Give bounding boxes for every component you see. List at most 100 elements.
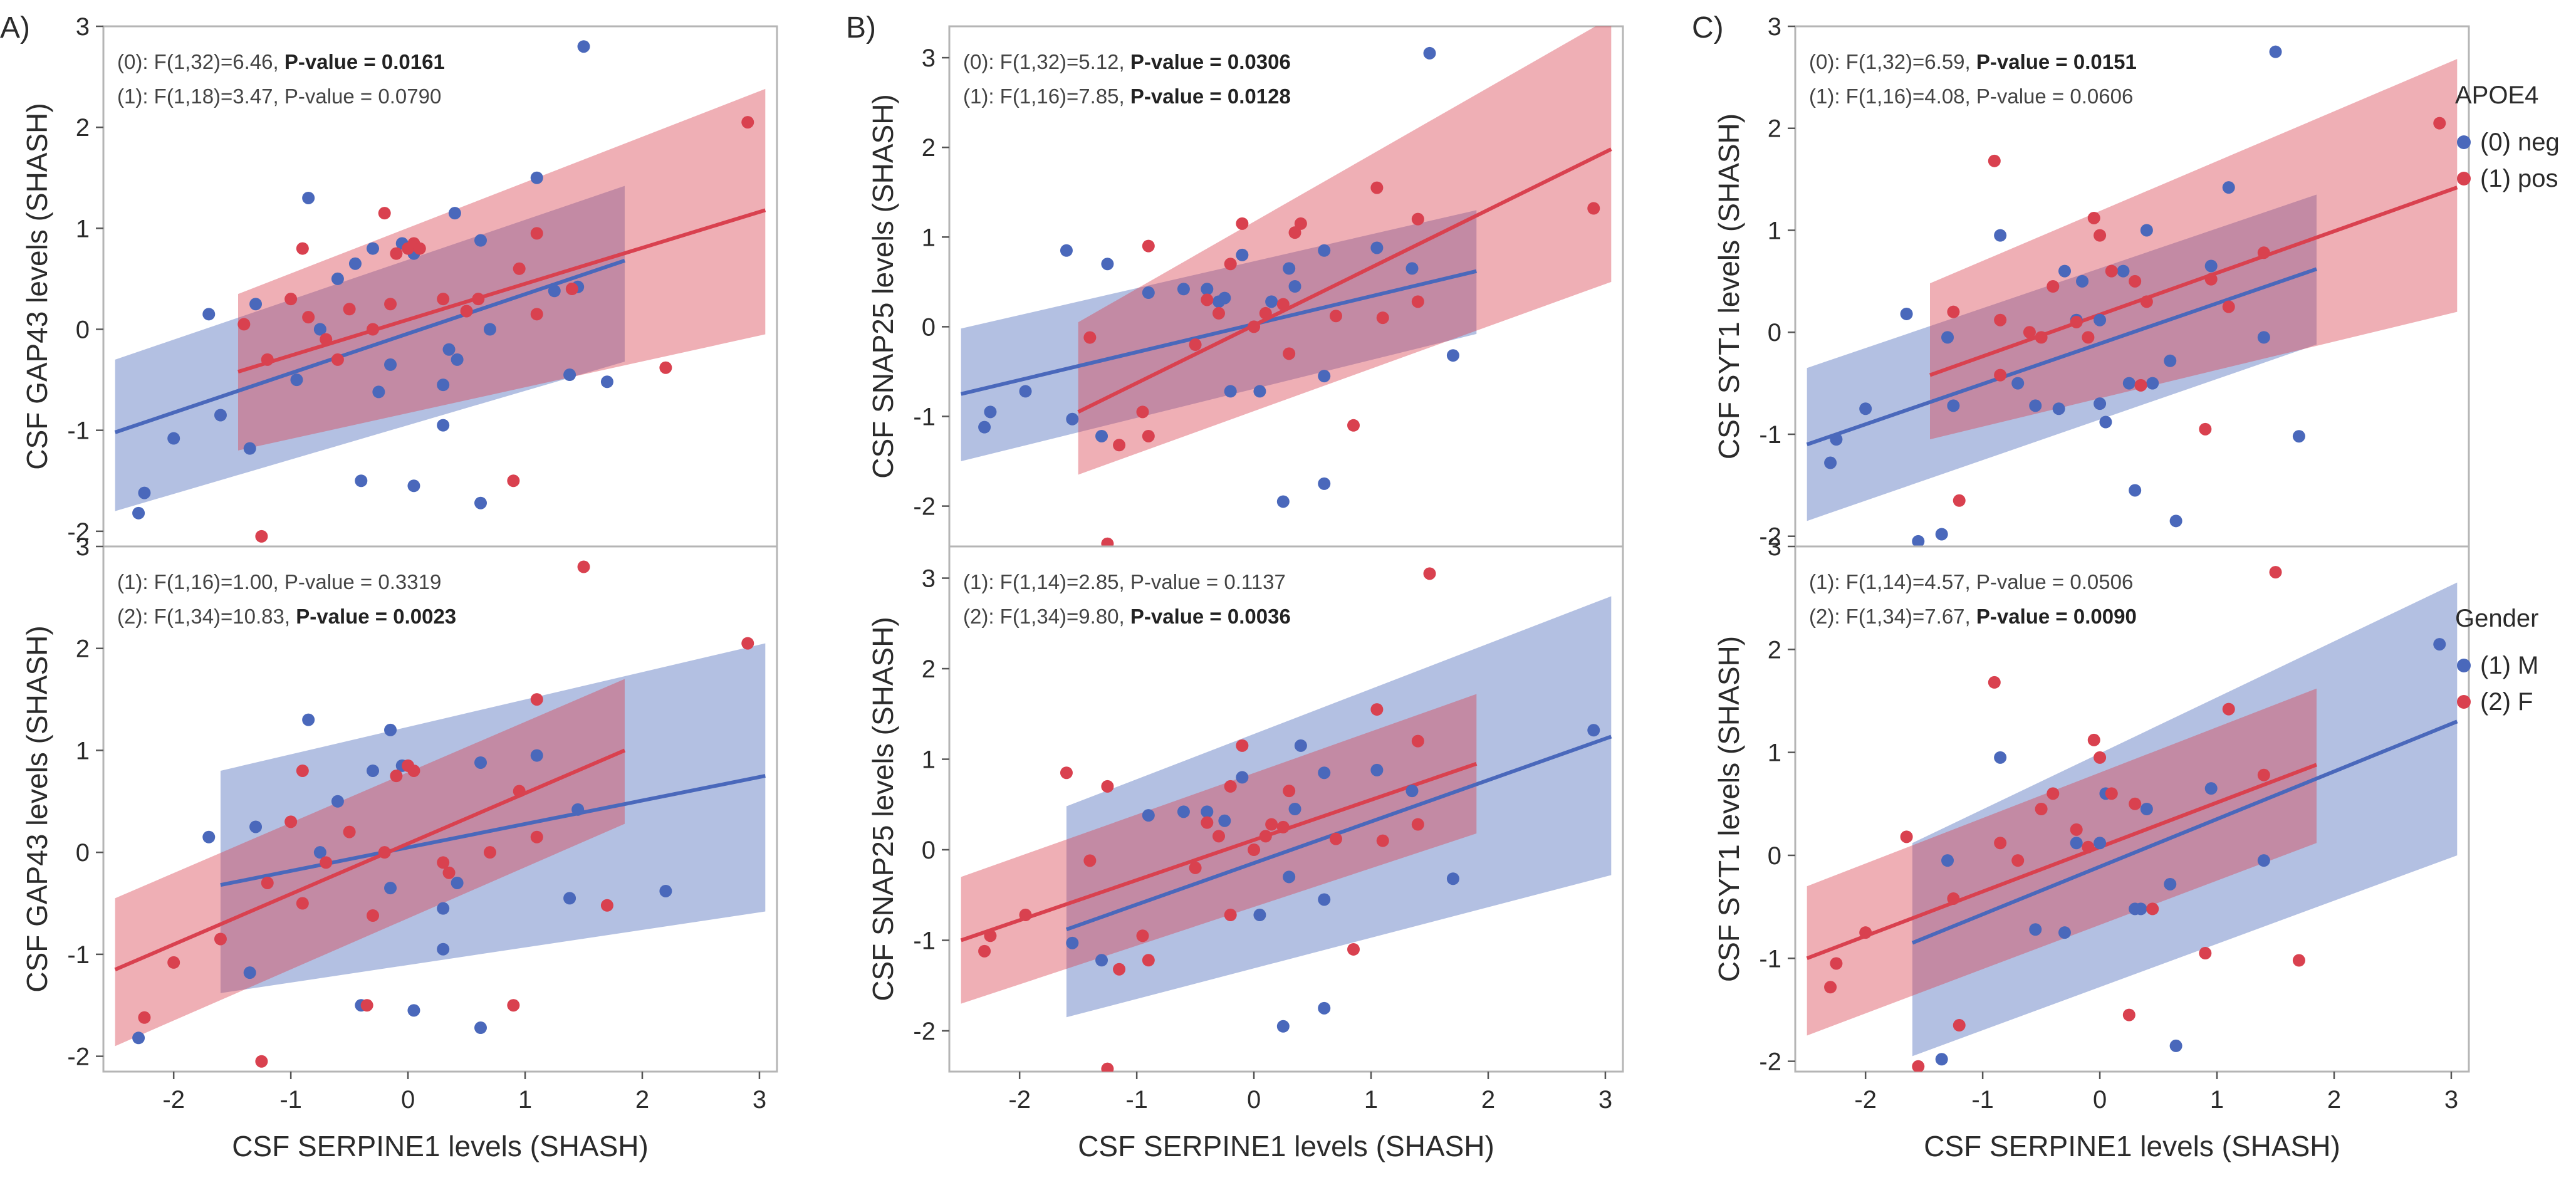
data-point-red: [1411, 734, 1424, 748]
y-axis-label: CSF GAP43 levels (SHASH): [21, 103, 53, 469]
data-point-blue: [1370, 241, 1384, 254]
data-point-blue: [1177, 805, 1190, 818]
ci-band-blue: [961, 210, 1477, 462]
data-point-blue: [659, 884, 672, 897]
ci-band-blue: [1912, 582, 2458, 1057]
data-point-red: [2087, 733, 2100, 746]
data-point-red: [2204, 273, 2218, 286]
data-point-red: [1212, 830, 1225, 843]
data-point-blue: [1177, 283, 1190, 296]
data-point-red: [1248, 320, 1261, 333]
data-point-blue: [132, 1031, 145, 1045]
data-point-blue: [451, 353, 464, 366]
y-tick-label: 0: [1768, 319, 1781, 347]
data-point-blue: [138, 486, 151, 499]
legend-title: APOE4: [2455, 81, 2538, 109]
data-point-blue: [1066, 412, 1079, 426]
data-point-red: [2070, 315, 2083, 328]
x-tick-label: -2: [1854, 1086, 1877, 1114]
data-point-red: [343, 303, 356, 316]
data-point-blue: [2011, 377, 2025, 390]
data-point-red: [978, 944, 991, 958]
data-point-red: [2199, 947, 2212, 960]
data-point-blue: [1276, 1020, 1290, 1033]
data-point-blue: [548, 285, 561, 298]
y-tick-label: 1: [922, 746, 936, 774]
data-point-red: [2105, 264, 2118, 278]
data-point-blue: [474, 1021, 487, 1035]
stat-annotation: (1): F(1,16)=7.85, P-value = 0.0128: [963, 85, 1291, 108]
data-point-blue: [2169, 514, 2182, 528]
stat-annotation: (2): F(1,34)=9.80, P-value = 0.0036: [963, 605, 1291, 628]
y-tick-label: -1: [67, 417, 90, 445]
y-tick-label: -2: [913, 1018, 936, 1045]
data-point-blue: [1253, 385, 1266, 398]
data-point-red: [390, 770, 403, 783]
data-point-blue: [249, 298, 263, 311]
data-point-red: [1376, 311, 1389, 325]
y-tick-label: -1: [67, 941, 90, 969]
data-point-red: [237, 318, 251, 331]
data-point-red: [2222, 300, 2235, 313]
data-point-red: [565, 283, 578, 296]
x-axis-label: CSF SERPINE1 levels (SHASH): [232, 1130, 649, 1162]
data-point-red: [2035, 803, 2048, 815]
data-point-red: [1347, 419, 1360, 432]
stat-pvalue: P-value = 0.0606: [1976, 85, 2133, 108]
data-point-blue: [451, 876, 464, 889]
data-point-blue: [2058, 926, 2071, 939]
panel-4: -2 -1 0 1 2 3 -2 -1 0 1 2 3 CSF SERPINE1 levels (SHA…: [867, 545, 1624, 1162]
data-point-blue: [1318, 244, 1331, 257]
data-point-blue: [1318, 477, 1331, 490]
data-point-blue: [448, 207, 461, 220]
y-tick-label: 1: [76, 737, 90, 765]
data-point-red: [261, 876, 274, 889]
data-point-red: [1370, 703, 1384, 716]
data-point-red: [507, 999, 520, 1012]
stat-annotation: (0): F(1,32)=6.59, P-value = 0.0151: [1809, 50, 2137, 73]
y-tick-label: -2: [913, 493, 936, 521]
stat-prefix: (0): F(1,32)=6.59,: [1809, 50, 1976, 73]
y-tick-label: 2: [1768, 115, 1781, 143]
data-point-blue: [2140, 803, 2153, 815]
data-point-red: [1376, 834, 1389, 847]
data-point-red: [2257, 768, 2270, 781]
plot-frame: [948, 545, 1624, 1073]
data-point-red: [1370, 181, 1384, 194]
data-point-red: [1329, 310, 1342, 323]
data-point-red: [2292, 954, 2305, 967]
data-point-blue: [2169, 1039, 2182, 1052]
data-point-blue: [571, 803, 585, 816]
data-point-red: [296, 764, 309, 777]
data-point-red: [460, 305, 473, 318]
y-axis-label: CSF GAP43 levels (SHASH): [21, 625, 53, 992]
data-point-blue: [1019, 385, 1032, 398]
y-tick-label: 3: [922, 565, 936, 593]
data-point-blue: [984, 405, 997, 419]
data-point-red: [1224, 258, 1237, 271]
data-point-blue: [1253, 909, 1266, 922]
data-point-red: [513, 262, 526, 275]
data-point-blue: [530, 171, 543, 184]
data-point-red: [1189, 861, 1202, 874]
stat-prefix: (1): F(1,16)=4.08,: [1809, 85, 1976, 108]
y-tick-label: 1: [76, 215, 90, 243]
data-point-red: [1411, 818, 1424, 831]
x-tick-label: 0: [1247, 1086, 1261, 1114]
x-tick-label: 3: [1598, 1086, 1612, 1114]
data-point-red: [1587, 202, 1600, 215]
data-point-blue: [2433, 638, 2446, 651]
data-point-red: [1083, 854, 1097, 867]
data-point-red: [1083, 331, 1097, 344]
data-point-red: [384, 298, 397, 311]
data-point-blue: [1900, 307, 1913, 320]
y-axis-label: CSF SYT1 levels (SHASH): [1713, 636, 1745, 982]
data-point-blue: [2204, 782, 2218, 795]
data-point-blue: [2222, 181, 2235, 194]
stat-prefix: (1): F(1,16)=7.85,: [963, 85, 1130, 108]
data-point-red: [2035, 331, 2048, 344]
data-point-red: [138, 1011, 151, 1024]
x-tick-label: 2: [1481, 1086, 1495, 1114]
data-point-blue: [1947, 399, 1960, 412]
data-point-red: [2433, 117, 2446, 130]
